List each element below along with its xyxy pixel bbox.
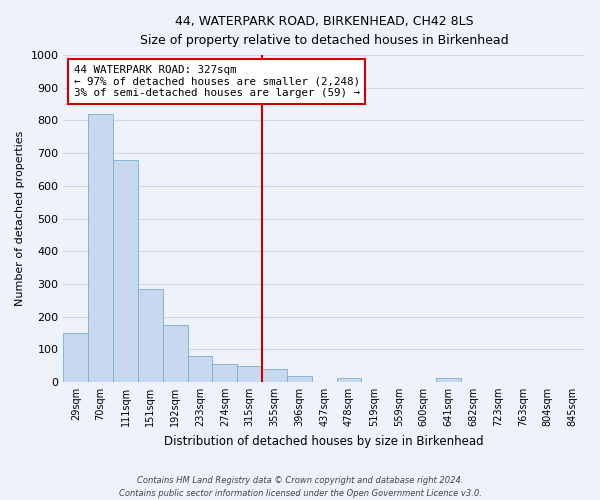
Bar <box>262 369 287 382</box>
Text: Contains HM Land Registry data © Crown copyright and database right 2024.
Contai: Contains HM Land Registry data © Crown c… <box>119 476 481 498</box>
Bar <box>88 114 113 382</box>
Bar <box>64 333 88 382</box>
X-axis label: Distribution of detached houses by size in Birkenhead: Distribution of detached houses by size … <box>164 434 484 448</box>
Bar <box>287 376 312 382</box>
Bar <box>436 378 461 382</box>
Bar <box>163 324 188 382</box>
Y-axis label: Number of detached properties: Number of detached properties <box>15 131 25 306</box>
Bar <box>337 378 361 382</box>
Bar <box>188 356 212 382</box>
Bar <box>237 366 262 382</box>
Bar <box>138 289 163 382</box>
Title: 44, WATERPARK ROAD, BIRKENHEAD, CH42 8LS
Size of property relative to detached h: 44, WATERPARK ROAD, BIRKENHEAD, CH42 8LS… <box>140 15 509 47</box>
Bar <box>113 160 138 382</box>
Text: 44 WATERPARK ROAD: 327sqm
← 97% of detached houses are smaller (2,248)
3% of sem: 44 WATERPARK ROAD: 327sqm ← 97% of detac… <box>74 65 360 98</box>
Bar <box>212 364 237 382</box>
